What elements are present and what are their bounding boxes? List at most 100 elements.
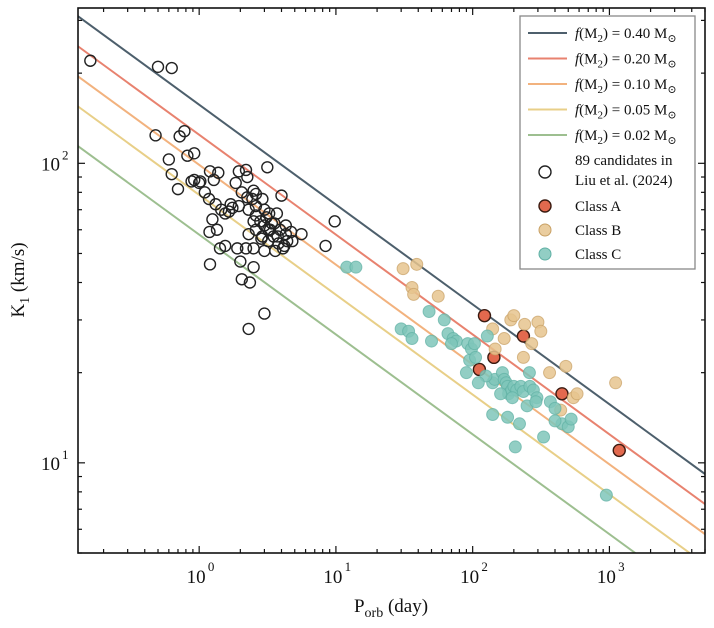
data-point [241,170,254,184]
data-point [262,207,276,220]
legend-label: f(M2) = 0.02 M⊙ [575,128,677,147]
mass-function-line-4 [78,144,637,553]
series-0 [84,54,341,336]
data-point [181,149,194,162]
x-tick-label-exponent: 2 [481,559,488,574]
data-point [239,242,253,255]
data-point [508,440,522,454]
x-tick-label: 10 [460,567,479,588]
data-point [247,242,260,255]
data-point [203,225,216,239]
data-point [497,332,511,346]
data-point [522,366,536,380]
data-point [469,350,483,364]
axis-labels: Porb (day) K1 (km/s) [8,242,428,621]
data-point [239,163,253,177]
x-tick-label: 10 [323,567,342,588]
data-point [480,329,494,343]
x-tick-label: 10 [597,567,616,588]
data-point [268,217,281,230]
series-2 [396,257,623,417]
data-point [185,175,198,188]
x-tick-label-exponent: 1 [345,559,352,574]
data-point [534,324,548,338]
data-point [234,255,247,268]
data-point [444,337,458,351]
data-point [555,387,569,401]
legend-marker [538,199,552,213]
mass-function-line-3 [78,105,692,553]
data-point [84,54,97,67]
data-point [256,230,269,243]
data-point [151,60,165,73]
plot-frame [77,7,706,554]
data-point [431,289,445,303]
legend-label: f(M2) = 0.40 M⊙ [575,26,677,45]
data-point [467,337,481,351]
data-point [612,443,626,458]
legend-label: 89 candidates in [575,153,673,169]
data-point [247,260,260,274]
data-point [516,350,530,364]
mass-function-line-0 [78,15,705,475]
data-point [477,308,492,323]
data-point [249,199,263,213]
data-point [486,407,500,421]
data-point [224,198,237,211]
data-point [349,260,363,274]
x-tick-label: 10 [187,567,206,588]
y-tick-label: 10 [41,454,60,475]
x-tick-label-exponent: 0 [208,559,215,574]
data-point [275,189,288,202]
legend-marker [538,165,552,179]
data-point [149,129,162,142]
axis-ticks [78,8,706,554]
data-point [241,191,254,204]
data-point [210,223,224,236]
data-point [261,161,274,174]
mass-function-lines [78,15,705,553]
data-point [437,313,451,327]
data-point [405,332,419,346]
data-point [284,225,298,239]
data-point [198,186,212,199]
data-point [518,317,532,331]
data-point [422,305,436,319]
data-point [396,262,410,276]
data-point [559,359,573,373]
data-point [212,166,225,179]
data-point [206,213,219,226]
data-point [178,124,191,138]
x-tick-label-exponent: 3 [618,559,625,574]
data-point [276,242,290,255]
x-axis-label: Porb (day) [354,596,428,621]
data-point [162,153,176,166]
mass-function-line-1 [78,45,705,505]
data-point [410,257,424,271]
data-point [218,239,232,253]
data-point [295,227,308,241]
data-point [242,227,255,241]
data-point [235,273,248,286]
data-point [278,239,291,253]
y-tick-label: 10 [41,154,60,175]
data-point [271,230,284,243]
legend-label: f(M2) = 0.20 M⊙ [575,52,677,71]
data-point [247,184,260,197]
legend-label: f(M2) = 0.10 M⊙ [575,77,677,96]
data-point [231,242,244,255]
data-point [512,417,526,431]
data-point [165,61,178,75]
data-point [222,205,236,218]
y-tick-label-exponent: 2 [62,147,69,162]
data-point [599,488,613,502]
data-point [203,258,217,271]
data-point [529,395,543,409]
data-point [258,307,271,320]
data-point [328,215,341,228]
legend-label: Class C [575,247,621,263]
data-point [407,287,421,301]
legend-label: f(M2) = 0.05 M⊙ [575,103,677,122]
